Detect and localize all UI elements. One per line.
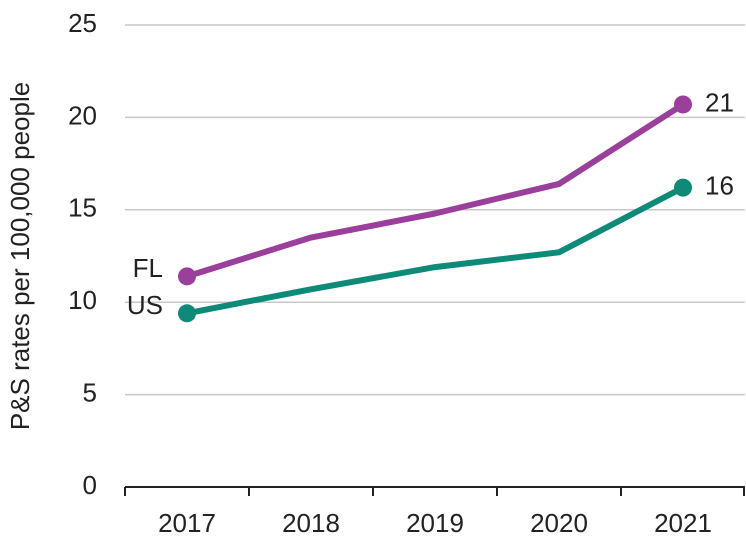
- y-tick-label: 0: [83, 470, 97, 500]
- y-tick-label: 20: [68, 100, 97, 130]
- y-tick-label: 10: [68, 285, 97, 315]
- value-label: 21: [705, 87, 734, 117]
- series-line: [186, 101, 685, 280]
- point-marker: [674, 95, 692, 114]
- value-label: 16: [705, 170, 734, 200]
- y-tick-label: 25: [68, 8, 97, 38]
- y-tick-label: 15: [68, 193, 97, 223]
- x-tick-label: 2018: [282, 508, 340, 538]
- series-label: FL: [133, 253, 163, 283]
- series-line: [186, 184, 685, 317]
- point-marker: [178, 304, 196, 323]
- x-tick-label: 2017: [158, 508, 216, 538]
- x-tick-label: 2020: [530, 508, 588, 538]
- series-label: US: [127, 290, 163, 320]
- point-marker: [178, 267, 196, 286]
- x-tick-label: 2021: [654, 508, 712, 538]
- y-tick-label: 5: [83, 377, 97, 407]
- point-marker: [674, 178, 692, 197]
- y-axis-label: P&S rates per 100,000 people: [5, 82, 35, 430]
- x-tick-label: 2019: [406, 508, 464, 538]
